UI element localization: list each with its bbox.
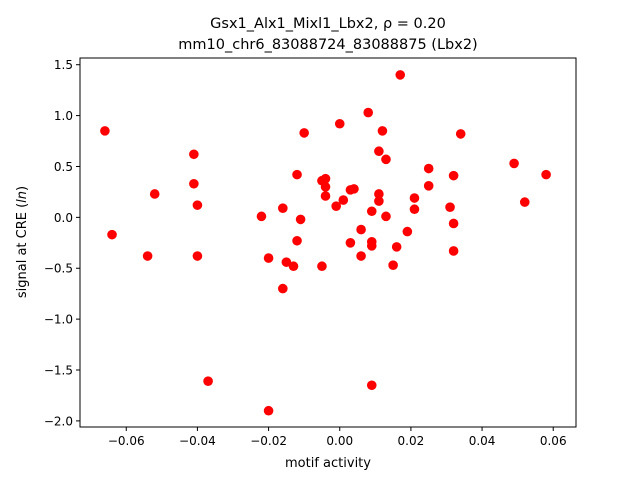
x-axis: −0.06 −0.04 −0.02 0.00 0.02 0.04 0.06	[108, 427, 567, 448]
data-point	[448, 218, 459, 229]
y-tick-label: 1.5	[54, 58, 73, 72]
y-axis-label-italic: ln	[15, 191, 30, 203]
data-point	[100, 126, 110, 136]
plot-frame	[79, 57, 577, 428]
data-point	[445, 202, 455, 212]
x-tick-label: −0.04	[179, 434, 216, 448]
x-tick-label: −0.06	[108, 434, 145, 448]
y-axis-label: signal at CRE (ln)	[15, 186, 30, 298]
data-point	[149, 189, 160, 199]
data-point	[320, 182, 331, 192]
data-point	[377, 126, 388, 136]
data-point	[189, 178, 199, 189]
data-point	[423, 163, 434, 174]
data-point	[423, 181, 434, 191]
y-tick-label: 1.0	[54, 109, 73, 123]
data-point	[203, 376, 213, 387]
chart-subtitle: mm10_chr6_83088724_83088875 (Lbx2)	[178, 37, 477, 53]
x-axis-label: motif activity	[285, 456, 371, 471]
data-point	[519, 197, 530, 207]
data-point	[278, 203, 288, 214]
data-point	[363, 107, 374, 118]
x-tick-label: 0.00	[326, 434, 353, 448]
y-tick-label: 0.5	[54, 160, 73, 174]
data-point	[295, 214, 306, 225]
data-point	[278, 283, 288, 294]
data-point	[292, 235, 302, 246]
data-point	[288, 261, 299, 272]
points-layer	[100, 70, 551, 416]
data-point	[189, 149, 199, 160]
data-point	[541, 169, 551, 180]
data-point	[395, 70, 406, 80]
data-point	[391, 242, 402, 252]
data-point	[381, 154, 391, 165]
data-point	[409, 193, 420, 203]
data-point	[338, 195, 349, 205]
data-point	[509, 158, 519, 169]
data-point	[331, 201, 341, 211]
data-point	[263, 405, 274, 416]
data-point	[388, 260, 398, 270]
data-point	[374, 189, 384, 199]
data-point	[455, 129, 466, 139]
y-axis-label-prefix: signal at CRE (	[15, 203, 30, 298]
data-point	[299, 128, 309, 138]
data-point	[356, 251, 366, 261]
data-point	[349, 184, 359, 194]
data-point	[409, 204, 420, 215]
data-point	[345, 238, 356, 248]
data-point	[366, 236, 377, 247]
data-point	[366, 380, 377, 391]
y-axis: −2.0 −1.5 −1.0 −0.5 0.0 0.5 1.0 1.5	[44, 58, 80, 428]
data-point	[381, 211, 391, 222]
data-point	[281, 257, 292, 267]
data-point	[320, 173, 331, 184]
data-point	[263, 253, 274, 263]
data-point	[192, 251, 203, 261]
y-tick-label: −1.5	[44, 364, 73, 378]
data-point	[334, 118, 345, 129]
data-point	[292, 169, 302, 180]
x-tick-label: 0.06	[540, 434, 567, 448]
data-point	[448, 246, 459, 256]
y-axis-label-suffix: )	[15, 186, 30, 191]
data-point	[320, 191, 331, 201]
y-tick-label: −1.0	[44, 313, 73, 327]
x-tick-label: −0.02	[250, 434, 287, 448]
data-point	[374, 196, 384, 206]
data-point	[448, 170, 459, 181]
data-point	[374, 146, 384, 157]
data-point	[356, 224, 366, 235]
y-tick-label: 0.0	[54, 211, 73, 225]
y-tick-label: −2.0	[44, 414, 73, 428]
data-point	[142, 251, 153, 261]
data-point	[107, 229, 117, 240]
chart-title: Gsx1_Alx1_Mixl1_Lbx2, ρ = 0.20	[210, 16, 446, 32]
data-point	[256, 211, 267, 222]
data-point	[402, 226, 413, 237]
y-tick-label: −0.5	[44, 262, 73, 276]
data-point	[366, 206, 377, 217]
data-point	[317, 261, 327, 272]
x-tick-label: 0.04	[469, 434, 496, 448]
data-point	[192, 200, 203, 210]
x-tick-label: 0.02	[398, 434, 425, 448]
